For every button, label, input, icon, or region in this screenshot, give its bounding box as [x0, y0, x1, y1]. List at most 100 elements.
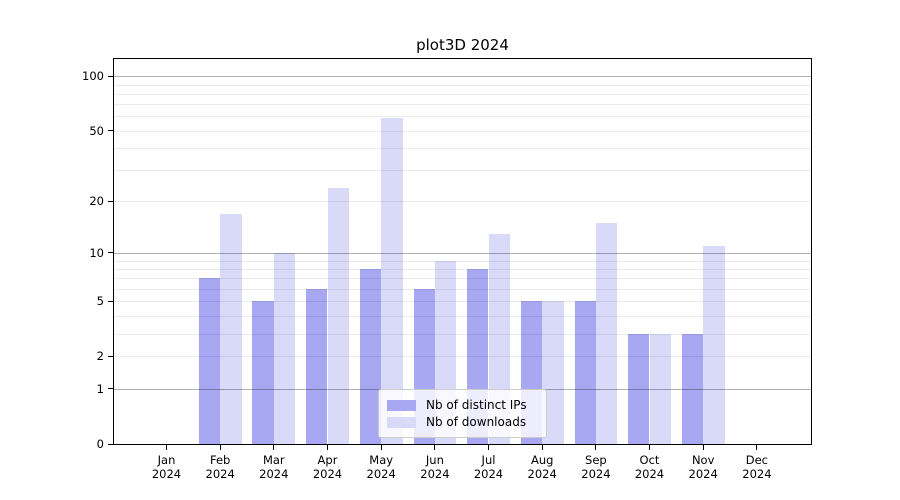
x-tick-month: Jun: [425, 453, 444, 467]
bar-nb-of-downloads-may: [381, 117, 403, 444]
y-tick: [108, 300, 113, 302]
x-tick: [541, 445, 543, 450]
x-tick-month: May: [369, 453, 394, 467]
y-tick-label: 5: [96, 294, 104, 309]
bar-nb-of-distinct-ips-mar: [252, 301, 274, 444]
x-tick-year: 2024: [259, 467, 289, 481]
bar-nb-of-distinct-ips-may: [359, 268, 382, 444]
bar-nb-of-distinct-ips-feb: [198, 278, 221, 444]
y-tick: [108, 252, 113, 254]
y-gridline-minor: [114, 84, 811, 86]
x-tick-year: 2024: [473, 467, 504, 481]
y-gridline-minor: [114, 148, 811, 150]
y-tick-label: 1: [96, 381, 104, 396]
x-tick-month: Apr: [317, 453, 338, 467]
legend-label: Nb of distinct IPs: [426, 397, 527, 412]
x-tick-label-may: May 2024: [349, 453, 413, 481]
bar-nb-of-downloads-nov: [703, 246, 725, 444]
y-gridline-minor: [114, 104, 811, 106]
x-tick-label-jan: Jan 2024: [135, 453, 199, 481]
y-gridline-minor: [114, 278, 811, 280]
y-gridline-major: [114, 252, 811, 254]
legend-row: Nb of downloads: [387, 414, 537, 429]
y-tick: [108, 443, 113, 445]
y-gridline-minor: [114, 201, 811, 203]
x-tick-year: 2024: [527, 467, 557, 481]
y-gridline-minor: [114, 288, 811, 290]
x-tick-year: 2024: [151, 467, 182, 481]
legend-label: Nb of downloads: [426, 414, 527, 429]
y-tick-label: 100: [82, 69, 104, 84]
x-tick-year: 2024: [742, 467, 772, 481]
y-gridline-minor: [114, 315, 811, 317]
x-tick: [434, 445, 436, 450]
x-tick: [702, 445, 704, 450]
x-tick-label-jul: Jul 2024: [457, 453, 521, 481]
bar-nb-of-downloads-apr: [327, 187, 349, 444]
x-tick-month: Sep: [585, 453, 607, 467]
y-tick: [108, 355, 113, 357]
x-tick-year: 2024: [688, 467, 718, 481]
y-tick-label: 0: [96, 437, 104, 451]
y-tick: [108, 388, 113, 390]
x-tick-label-apr: Apr 2024: [296, 453, 360, 481]
x-tick-label-jun: Jun 2024: [403, 453, 467, 481]
x-tick-label-feb: Feb 2024: [188, 453, 252, 481]
x-tick: [649, 445, 650, 450]
legend-swatch-downloads: [387, 416, 416, 428]
bar-nb-of-downloads-sep: [595, 223, 618, 444]
y-tick: [108, 200, 113, 202]
x-tick: [380, 445, 382, 450]
y-tick-label: 10: [89, 245, 104, 260]
x-tick-month: Oct: [639, 453, 660, 467]
x-tick-label-aug: Aug 2024: [510, 453, 574, 481]
y-gridline-minor: [114, 268, 811, 270]
x-tick-month: Aug: [530, 453, 554, 467]
x-tick-label-oct: Oct 2024: [618, 453, 682, 481]
bar-nb-of-distinct-ips-oct: [628, 333, 650, 444]
y-gridline-minor: [114, 301, 811, 303]
x-tick-month: Feb: [210, 453, 231, 467]
y-gridline-minor: [114, 93, 811, 95]
x-tick-label-mar: Mar 2024: [242, 453, 306, 481]
y-gridline-minor: [114, 260, 811, 262]
x-tick: [595, 445, 597, 450]
x-tick-label-dec: Dec 2024: [725, 453, 789, 481]
y-tick: [108, 130, 113, 132]
x-tick-year: 2024: [581, 467, 611, 481]
bar-nb-of-distinct-ips-sep: [574, 301, 596, 444]
x-tick: [756, 445, 758, 450]
x-tick: [327, 445, 328, 450]
y-gridline-minor: [114, 356, 811, 358]
x-tick-month: Mar: [262, 453, 285, 467]
x-tick-year: 2024: [634, 467, 665, 481]
x-tick: [219, 445, 221, 450]
bar-nb-of-distinct-ips-apr: [306, 288, 328, 444]
x-tick: [166, 445, 167, 450]
x-tick-year: 2024: [205, 467, 235, 481]
x-tick: [273, 445, 275, 450]
x-tick-year: 2024: [366, 467, 396, 481]
legend: Nb of distinct IPs Nb of downloads: [378, 389, 547, 438]
bar-nb-of-downloads-feb: [220, 213, 242, 444]
x-tick-year: 2024: [312, 467, 343, 481]
y-gridline-minor: [114, 130, 811, 132]
bar-nb-of-downloads-oct: [649, 333, 671, 444]
x-tick-month: Dec: [745, 453, 769, 467]
y-gridline-minor: [114, 333, 811, 335]
y-gridline-minor: [114, 116, 811, 118]
x-tick-label-nov: Nov 2024: [671, 453, 735, 481]
y-tick-label: 2: [96, 349, 104, 364]
x-tick-year: 2024: [420, 467, 450, 481]
chart-title: plot3D 2024: [416, 36, 509, 54]
x-tick-month: Nov: [691, 453, 715, 467]
x-tick-month: Jan: [157, 453, 176, 467]
plot-area: Nb of distinct IPs Nb of downloads: [113, 58, 812, 445]
bar-nb-of-downloads-aug: [542, 301, 564, 444]
legend-row: Nb of distinct IPs: [387, 397, 537, 412]
y-tick: [108, 75, 113, 77]
y-gridline-major: [114, 76, 811, 78]
bar-nb-of-distinct-ips-nov: [681, 333, 704, 444]
y-tick-label: 20: [89, 194, 104, 209]
